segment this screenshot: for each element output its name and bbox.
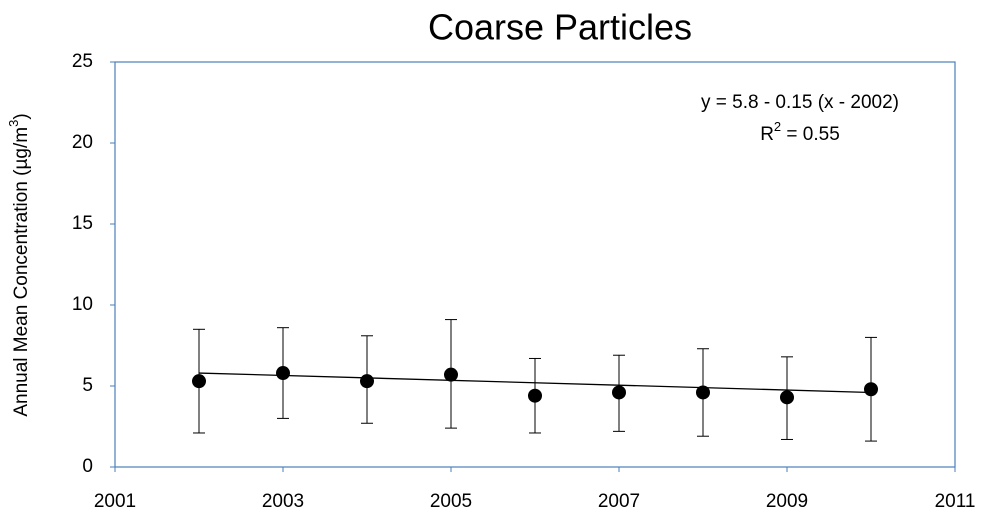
plot-frame <box>114 61 956 468</box>
r-text: R <box>760 124 774 145</box>
x-tick-label: 2001 <box>94 491 136 512</box>
y-tick-label: 20 <box>72 132 93 153</box>
point <box>192 374 206 389</box>
y-label-end: ) <box>11 113 32 119</box>
y-label-sup: 3 <box>6 120 21 127</box>
x-tick-label: 2005 <box>430 491 472 512</box>
y-tick-label: 0 <box>82 456 93 477</box>
x-tick-label: 2011 <box>935 491 976 512</box>
point <box>612 385 626 400</box>
r-sup: 2 <box>774 119 781 134</box>
r-value: = 0.55 <box>781 124 840 145</box>
chart-title: Coarse Particles <box>428 7 692 48</box>
point <box>696 385 710 400</box>
r-squared: R2 = 0.55 <box>760 119 840 145</box>
x-tick-label: 2007 <box>598 491 640 512</box>
equation: y = 5.8 - 0.15 (x - 2002) <box>701 92 899 113</box>
point <box>864 382 878 397</box>
point <box>528 388 542 403</box>
y-tick-label: 10 <box>72 294 93 315</box>
y-tick-label: 15 <box>72 213 93 234</box>
point <box>444 367 458 382</box>
y-tick-label: 25 <box>72 51 93 72</box>
x-tick-label: 2009 <box>766 491 808 512</box>
y-axis-label: Annual Mean Concentration (µg/m3) <box>6 113 32 416</box>
point <box>360 374 374 389</box>
y-label-text: Annual Mean Concentration (µg/m <box>11 127 32 417</box>
point <box>276 366 290 381</box>
y-tick-label: 5 <box>82 375 93 396</box>
point <box>780 390 794 405</box>
x-tick-label: 2003 <box>262 491 304 512</box>
